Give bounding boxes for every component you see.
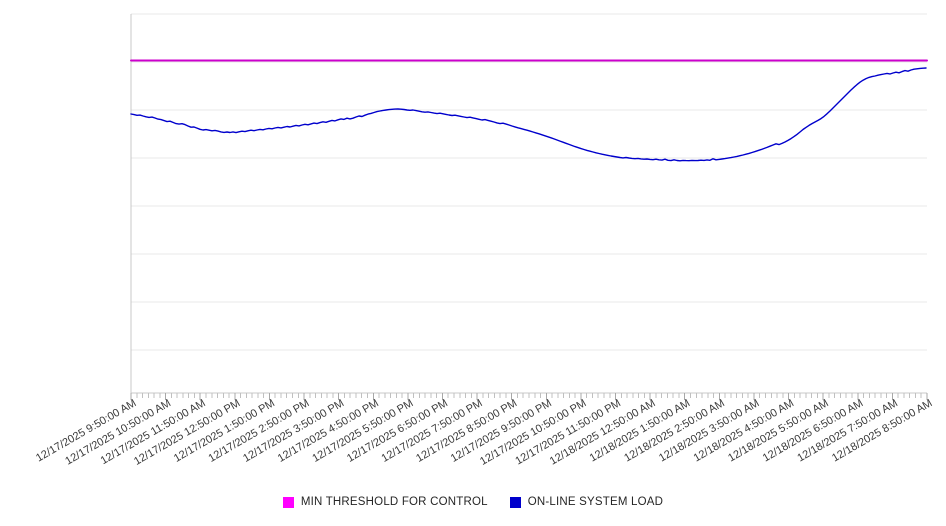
legend-swatch-min-threshold-for-control bbox=[282, 496, 294, 508]
legend-label-min-threshold-for-control: MIN THRESHOLD FOR CONTROL bbox=[300, 496, 488, 508]
legend-item-min-threshold-for-control[interactable]: MIN THRESHOLD FOR CONTROL bbox=[282, 496, 488, 508]
legend-label-on-line-system-load: ON-LINE SYSTEM LOAD bbox=[527, 496, 664, 508]
legend-swatch-on-line-system-load bbox=[509, 496, 521, 508]
x-axis-ticks bbox=[130, 393, 928, 400]
horizontal-gridlines bbox=[131, 13, 927, 351]
legend-item-on-line-system-load[interactable]: ON-LINE SYSTEM LOAD bbox=[509, 496, 664, 508]
plot-area-background bbox=[131, 14, 927, 393]
series-on-line-system-load bbox=[130, 67, 927, 162]
chart-legend: MIN THRESHOLD FOR CONTROL ON-LINE SYSTEM… bbox=[0, 496, 946, 508]
